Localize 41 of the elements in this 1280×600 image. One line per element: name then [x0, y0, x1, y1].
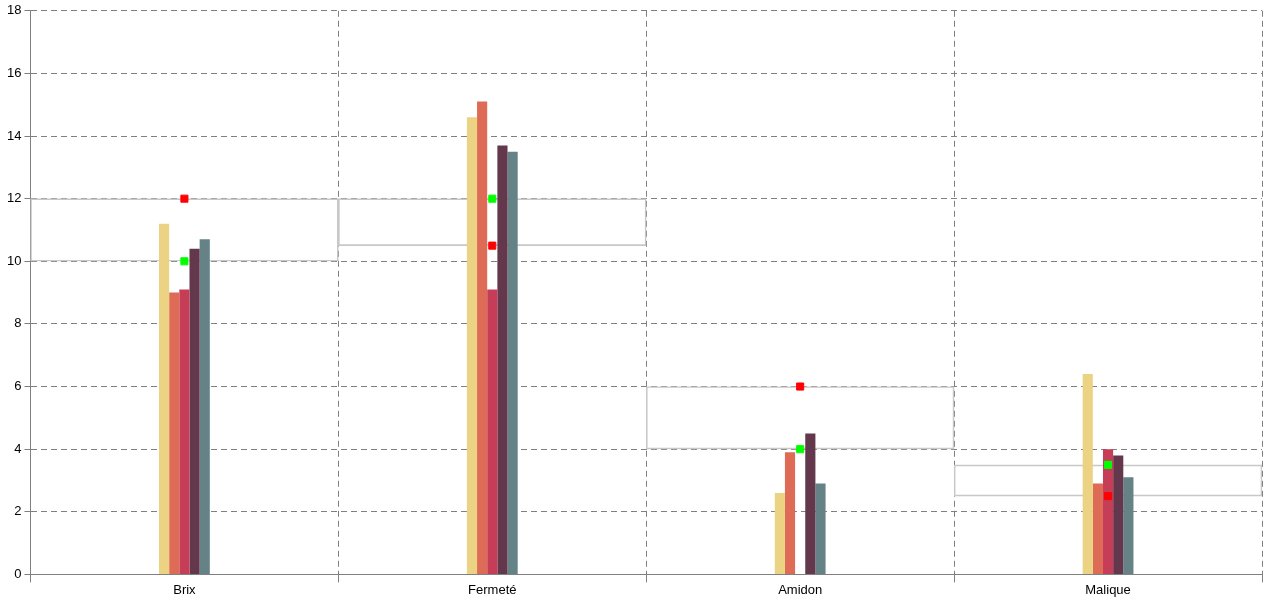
point — [488, 194, 497, 203]
y-tick-label: 8 — [14, 315, 22, 331]
point — [796, 382, 805, 391]
y-tick-label: 12 — [6, 190, 22, 206]
bar — [1102, 449, 1114, 574]
y-tick-label: 14 — [6, 127, 22, 143]
bar — [1123, 477, 1134, 574]
x-tick-label: Brix — [173, 581, 197, 597]
bar — [487, 289, 498, 574]
point — [1104, 460, 1113, 469]
bar — [774, 492, 785, 574]
y-tick-label: 6 — [14, 378, 22, 394]
y-tick-label: 18 — [6, 2, 22, 18]
y-tick-label: 4 — [14, 440, 22, 456]
point — [796, 445, 805, 454]
bar — [179, 289, 190, 574]
bar — [159, 223, 170, 574]
point — [180, 194, 189, 203]
point — [488, 241, 497, 250]
x-tick-label: Malique — [1085, 581, 1131, 597]
bar — [1082, 374, 1093, 574]
y-tick-label: 16 — [6, 65, 22, 80]
point — [1104, 492, 1113, 501]
bar — [805, 433, 816, 574]
bar — [189, 248, 200, 574]
x-tick-label: Fermeté — [468, 581, 517, 597]
bar — [169, 292, 180, 574]
bar — [497, 145, 508, 574]
bar — [199, 239, 210, 574]
y-tick-label: 2 — [14, 503, 22, 519]
bar — [507, 151, 518, 574]
point — [180, 257, 189, 266]
x-tick-label: Amidon — [778, 581, 823, 597]
bar — [815, 483, 826, 574]
bar — [1092, 483, 1103, 574]
bar — [477, 101, 488, 574]
bar — [466, 117, 478, 574]
y-tick-label: 0 — [14, 565, 22, 581]
y-tick-label: 10 — [6, 252, 22, 268]
bar — [784, 452, 796, 574]
bar — [1113, 455, 1124, 574]
